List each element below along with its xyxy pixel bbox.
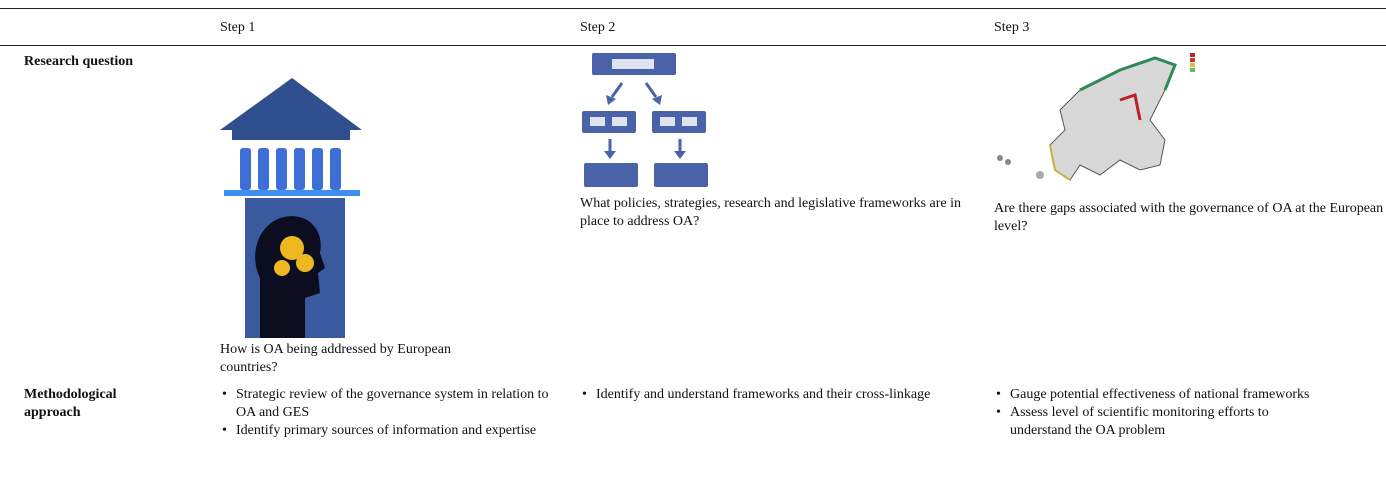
cell-text: What policies, strategies, research and … (580, 196, 961, 229)
flowchart-icon (582, 53, 708, 187)
top-rule (0, 8, 1386, 9)
bullet-list: Gauge potential effectiveness of nationa… (996, 386, 1326, 440)
bullet: Strategic review of the governance syste… (222, 386, 562, 422)
column-header: Step 2 (580, 20, 616, 35)
bullet: Gauge potential effectiveness of nationa… (996, 386, 1326, 404)
bullet-list: Identify and understand frameworks and t… (582, 386, 962, 404)
map-icon (997, 53, 1195, 181)
governance-icon (220, 78, 362, 338)
row-label: Methodological approach (24, 386, 174, 422)
row-label-text: Methodological approach (24, 387, 117, 420)
column-header: Step 1 (220, 20, 256, 35)
row-label: Research question (24, 54, 134, 69)
bullet-list: Strategic review of the governance syste… (222, 386, 562, 440)
cell-text: Are there gaps associated with the gover… (994, 201, 1384, 234)
cell-text: How is OA being addressed by European co… (220, 342, 451, 375)
bullet: Assess level of scientific monitoring ef… (996, 404, 1326, 440)
bullet: Identify primary sources of information … (222, 422, 562, 440)
header-rule (0, 45, 1386, 46)
bullet: Identify and understand frameworks and t… (582, 386, 962, 404)
column-header: Step 3 (994, 20, 1030, 35)
